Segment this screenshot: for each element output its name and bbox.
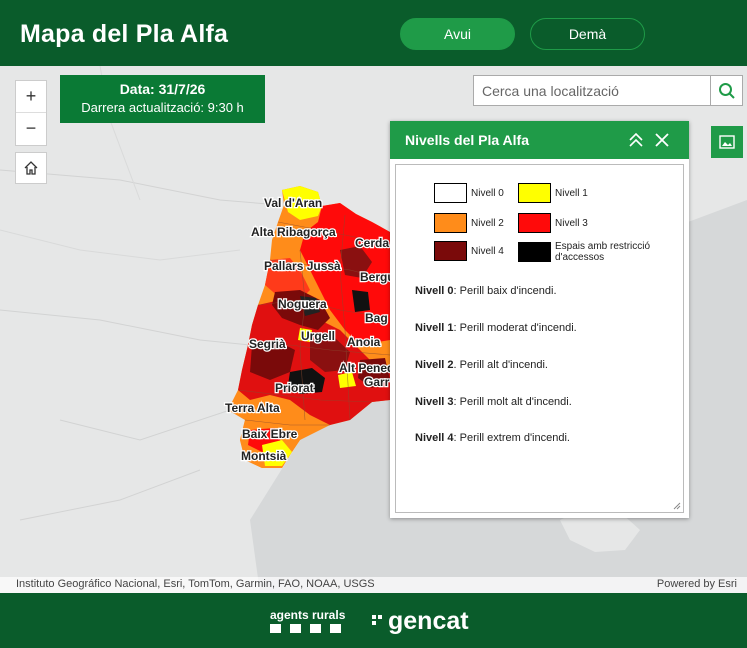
map-label: Segrià bbox=[249, 337, 286, 351]
map-label: Urgell bbox=[301, 329, 335, 343]
map-label: Pallars Jussà bbox=[264, 259, 341, 273]
footer: agents rurals gencat bbox=[0, 593, 747, 648]
level-description: Nivell 0: Perill baix d'incendi. bbox=[415, 285, 557, 297]
map-label: Alta Ribagorça bbox=[251, 225, 336, 239]
panel-header: Nivells del Pla Alfa bbox=[390, 121, 689, 159]
map-attribution: Instituto Geográfico Nacional, Esri, Tom… bbox=[0, 577, 747, 593]
legend-item: Nivell 2 bbox=[434, 213, 504, 233]
swatch-nivell-3 bbox=[518, 213, 551, 233]
agents-rurals-logo[interactable]: agents rurals bbox=[270, 608, 346, 622]
legend-item: Espais amb restricció d'accessos bbox=[518, 241, 655, 263]
level-description: Nivell 1: Perill moderat d'incendi. bbox=[415, 322, 577, 334]
home-icon bbox=[24, 161, 38, 175]
legend-item: Nivell 1 bbox=[518, 183, 588, 203]
panel-body: Nivell 0 Nivell 1 Nivell 2 Nivell 3 Nive… bbox=[395, 164, 684, 513]
zoom-controls: + − bbox=[15, 80, 47, 146]
map-label: Priorat bbox=[275, 381, 314, 395]
app-header: Mapa del Pla Alfa Avui Demà bbox=[0, 0, 747, 66]
map-label: Baix Ebre bbox=[242, 427, 298, 441]
date-label: Data: bbox=[119, 81, 155, 97]
app-title: Mapa del Pla Alfa bbox=[20, 20, 229, 48]
legend-item: Nivell 3 bbox=[518, 213, 588, 233]
level-description: Nivell 4: Perill extrem d'incendi. bbox=[415, 432, 570, 444]
map-label: Val d'Aran bbox=[264, 196, 322, 210]
legend-panel: Nivells del Pla Alfa Nivell 0 Nivell 1 N… bbox=[390, 121, 689, 518]
date-value: 31/7/26 bbox=[158, 81, 206, 97]
tab-avui[interactable]: Avui bbox=[400, 18, 515, 50]
legend-toggle-button[interactable] bbox=[711, 126, 743, 158]
close-icon[interactable] bbox=[652, 130, 672, 150]
map-label: Bergu bbox=[360, 270, 395, 284]
map-label: Terra Alta bbox=[225, 401, 280, 415]
collapse-icon[interactable] bbox=[626, 130, 646, 150]
gencat-logo[interactable]: gencat bbox=[388, 607, 469, 635]
date-line: Data: 31/7/26 bbox=[60, 81, 265, 97]
map-label: Garr bbox=[364, 375, 390, 389]
swatch-restricted bbox=[518, 242, 551, 262]
search-input[interactable] bbox=[473, 75, 711, 106]
home-button[interactable] bbox=[15, 152, 47, 184]
search-button[interactable] bbox=[711, 75, 743, 106]
zoom-in-button[interactable]: + bbox=[16, 81, 46, 113]
level-description: Nivell 3: Perill molt alt d'incendi. bbox=[415, 396, 572, 408]
level-description: Nivell 2. Perill alt d'incendi. bbox=[415, 359, 548, 371]
map-label: Montsià bbox=[241, 449, 287, 463]
attribution-sources: Instituto Geográfico Nacional, Esri, Tom… bbox=[16, 578, 375, 590]
resize-handle-icon[interactable] bbox=[673, 502, 681, 510]
powered-by[interactable]: Powered by Esri bbox=[656, 578, 737, 590]
swatch-nivell-4 bbox=[434, 241, 467, 261]
map-label: Anoia bbox=[347, 335, 381, 349]
agents-rurals-mark bbox=[270, 624, 341, 633]
swatch-nivell-1 bbox=[518, 183, 551, 203]
legend-icon bbox=[719, 135, 735, 149]
map-label: Cerda bbox=[355, 236, 389, 250]
date-box: Data: 31/7/26 Darrera actualització: 9:3… bbox=[60, 75, 265, 123]
search-icon bbox=[718, 82, 735, 99]
gencat-mark-icon bbox=[372, 615, 382, 625]
map-label: Bag bbox=[365, 311, 388, 325]
legend-item: Nivell 0 bbox=[434, 183, 504, 203]
map-label: Alt Pened bbox=[339, 361, 394, 375]
zoom-out-button[interactable]: − bbox=[25, 118, 37, 138]
panel-title: Nivells del Pla Alfa bbox=[405, 132, 529, 148]
map-label: Noguera bbox=[278, 297, 327, 311]
last-update: Darrera actualització: 9:30 h bbox=[81, 100, 244, 115]
swatch-nivell-2 bbox=[434, 213, 467, 233]
tab-dema[interactable]: Demà bbox=[530, 18, 645, 50]
fire-risk-region bbox=[228, 186, 391, 468]
legend-item: Nivell 4 bbox=[434, 241, 504, 261]
swatch-nivell-0 bbox=[434, 183, 467, 203]
